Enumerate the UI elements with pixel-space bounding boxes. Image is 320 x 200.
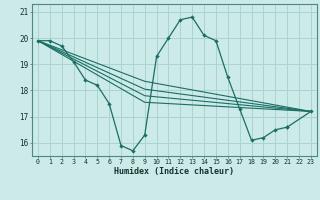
X-axis label: Humidex (Indice chaleur): Humidex (Indice chaleur) — [115, 167, 234, 176]
